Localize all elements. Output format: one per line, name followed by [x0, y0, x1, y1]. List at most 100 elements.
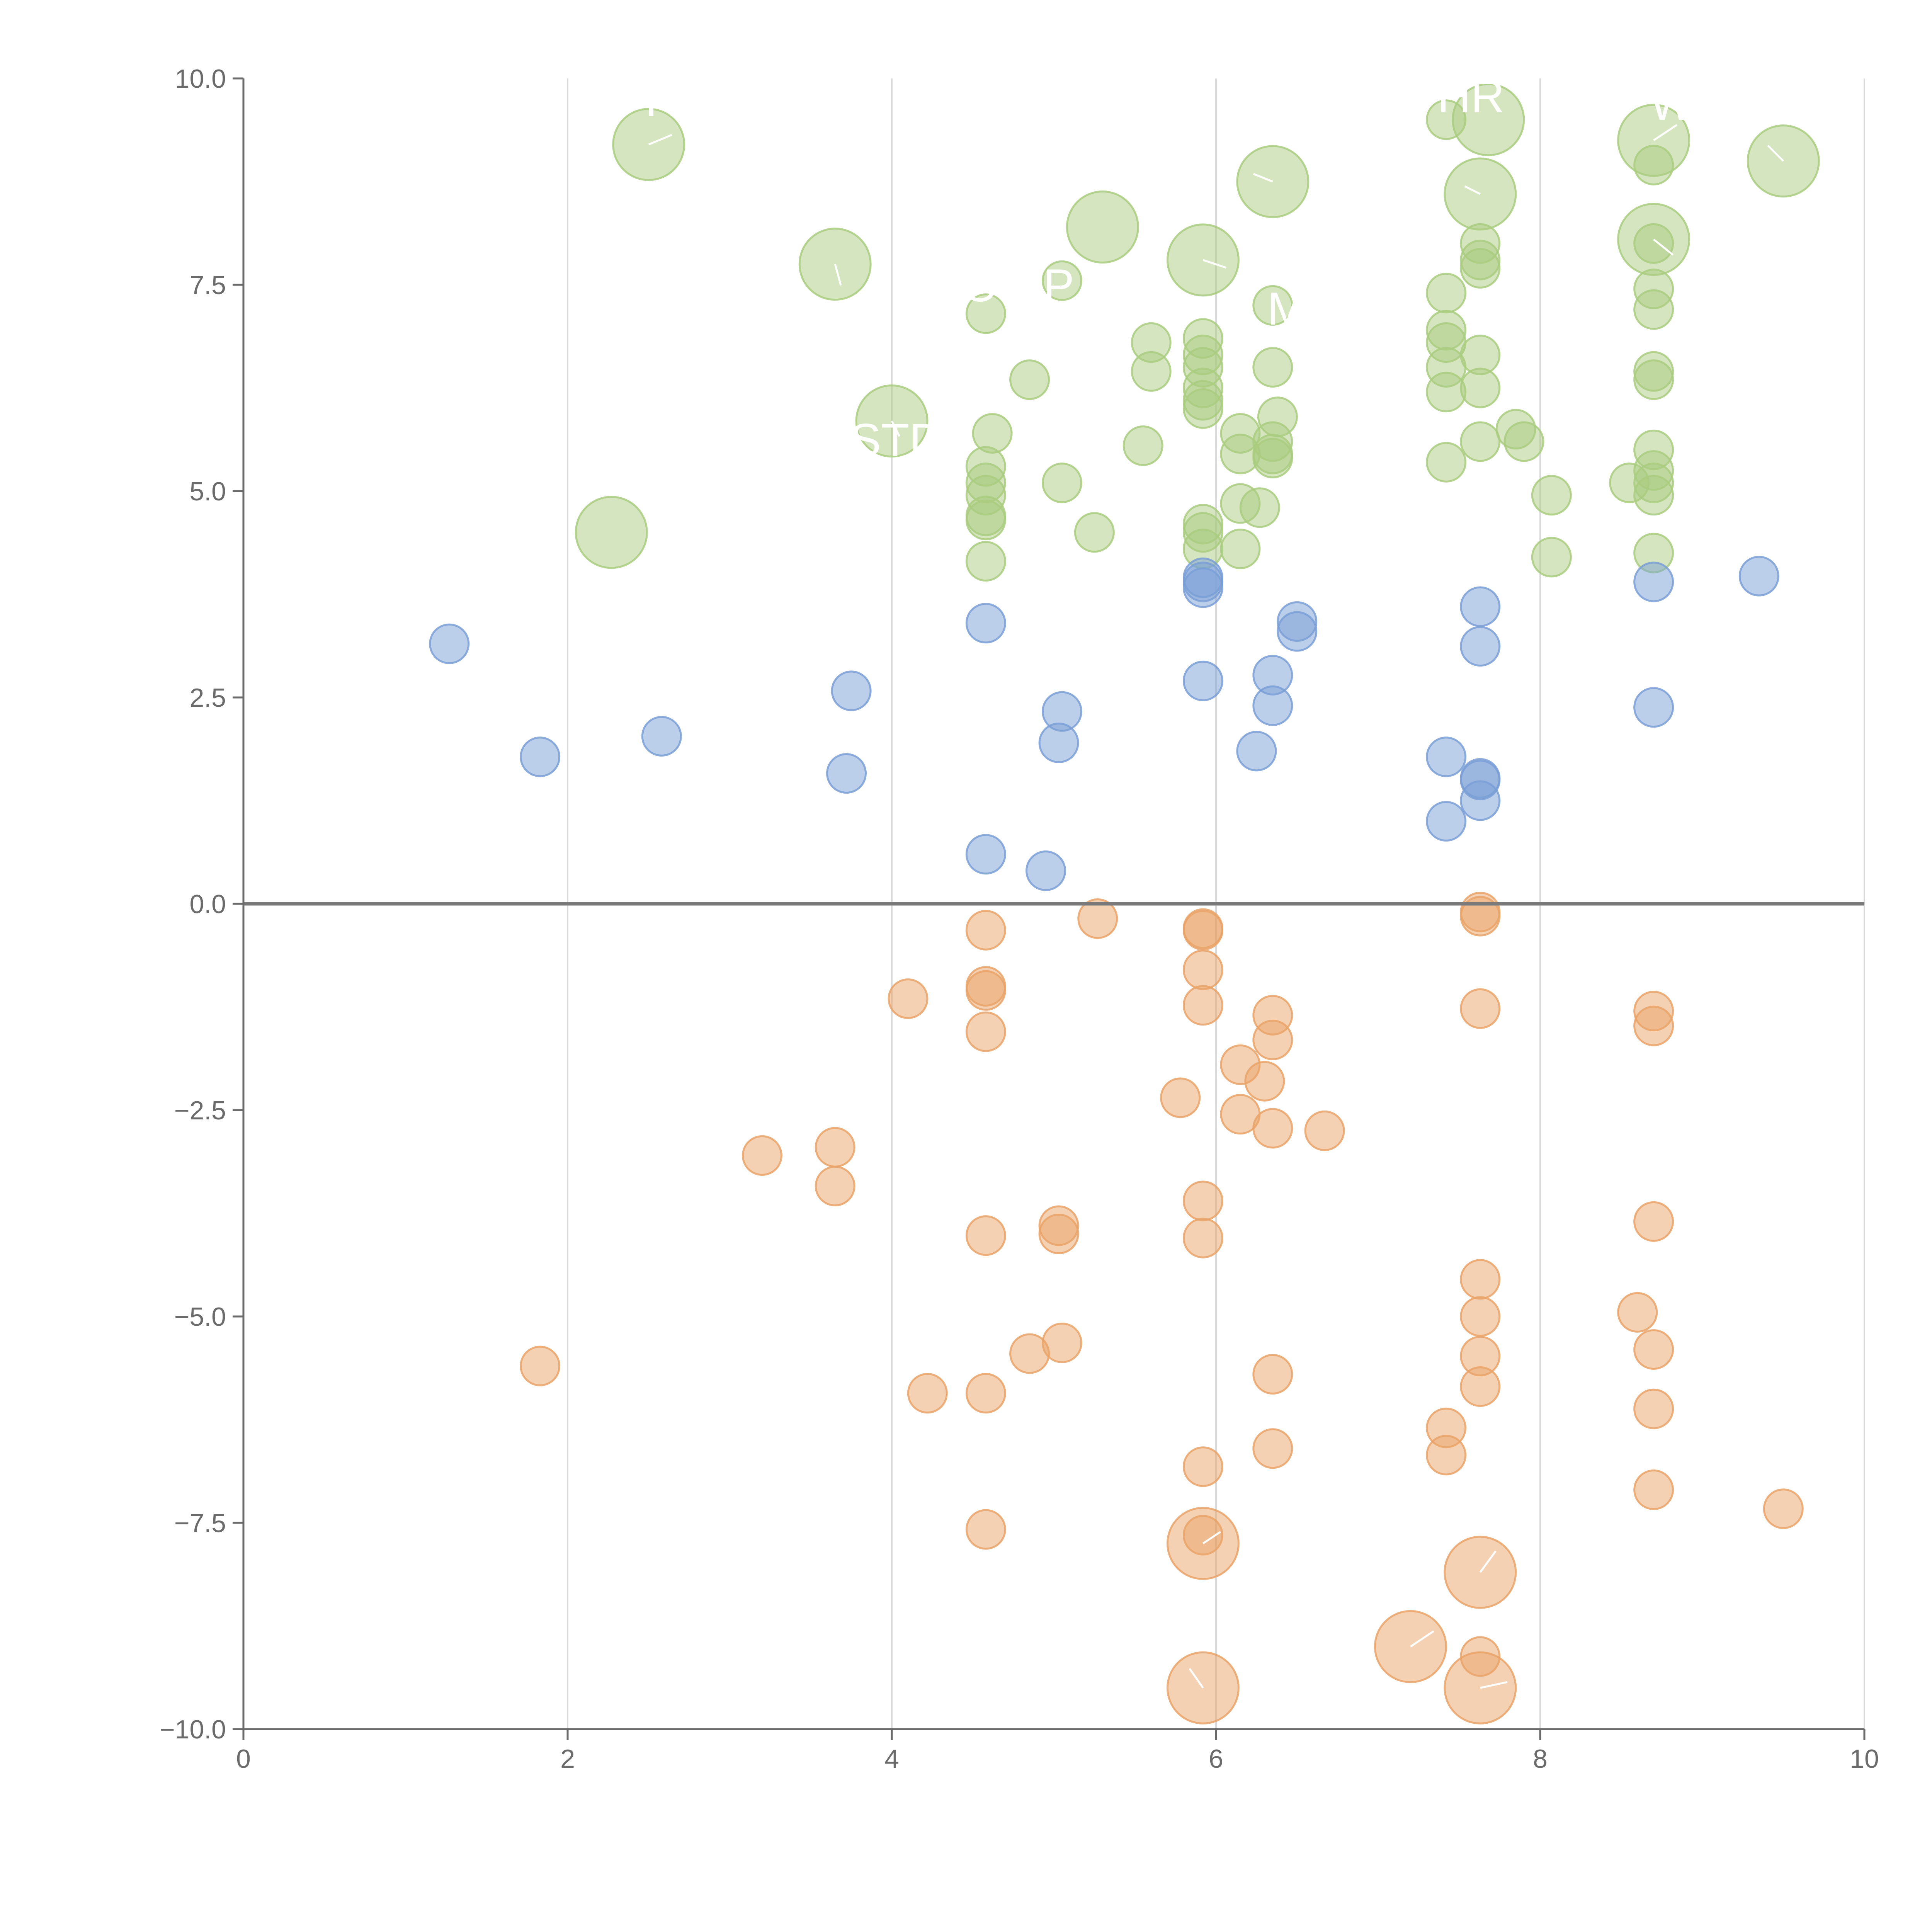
orange-point: [1182, 1180, 1223, 1221]
y-tick-label: −7.5: [174, 1509, 226, 1538]
orange-point: [1252, 1428, 1293, 1469]
green-point: [1460, 367, 1501, 408]
orange-point: [1460, 896, 1501, 937]
orange-point: [888, 978, 929, 1019]
annotation-leader: [1767, 145, 1784, 162]
green-point: [1009, 359, 1050, 400]
annotation-leader: [1464, 185, 1481, 195]
annotations: H HR W O P M STD: [645, 70, 1784, 1689]
green-point: [1426, 442, 1467, 483]
annotation-label-hr: HR: [1437, 70, 1504, 122]
green-point: [1074, 512, 1115, 553]
green-point: [1041, 463, 1082, 503]
blue-point: [1236, 731, 1277, 772]
orange-point: [1244, 1061, 1285, 1102]
orange-point: [1041, 1322, 1082, 1363]
y-tick-label: 7.5: [189, 270, 226, 300]
blue-point: [1633, 561, 1674, 602]
green-point: [965, 541, 1006, 582]
y-tick-label: 10.0: [175, 64, 226, 94]
green-point: [1633, 289, 1674, 330]
blue-point: [831, 670, 872, 711]
blue-point: [965, 603, 1006, 644]
orange-point: [815, 1166, 855, 1207]
x-tick-label: 4: [884, 1744, 899, 1774]
annotation-leader: [1653, 238, 1674, 256]
orange-point: [1304, 1110, 1345, 1151]
blue-point: [1038, 722, 1079, 763]
x-axis-ticks: 0 2 4 6 8 10: [236, 1729, 1879, 1774]
y-tick-label: 0.0: [189, 889, 226, 919]
orange-point: [1426, 1435, 1467, 1476]
orange-point: [1182, 949, 1223, 990]
orange-point: [1460, 1296, 1501, 1337]
green-point: [1444, 157, 1517, 231]
green-point: [1633, 223, 1674, 264]
y-axis-ticks: 10.0 7.5 5.0 2.5 0.0 −2.5 −5.0 −7.5 −10.0: [160, 64, 243, 1744]
green-point: [1252, 347, 1293, 388]
orange-point: [1444, 1536, 1517, 1609]
orange-point: [742, 1135, 782, 1176]
orange-point: [965, 1215, 1006, 1256]
green-point: [1239, 487, 1280, 528]
green-point: [1252, 438, 1293, 479]
orange-point: [1252, 1354, 1293, 1395]
orange-point: [1182, 910, 1223, 951]
y-tick-label: 2.5: [189, 683, 226, 713]
y-tick-label: −2.5: [174, 1096, 226, 1125]
green-point: [1426, 372, 1467, 413]
blue-point: [1182, 660, 1223, 701]
green-point: [575, 496, 648, 569]
green-point: [1531, 537, 1572, 578]
orange-point: [1182, 985, 1223, 1026]
green-point: [1426, 99, 1467, 140]
annotation-label-std: STD: [850, 414, 943, 466]
annotation-leader: [1479, 1550, 1497, 1573]
green-point: [1633, 145, 1674, 185]
x-tick-label: 2: [560, 1744, 575, 1774]
green-point: [965, 500, 1006, 541]
annotation-leader: [1480, 1681, 1508, 1689]
annotation-leader: [1253, 173, 1273, 183]
blue-point: [1277, 611, 1318, 652]
green-point: [1531, 475, 1572, 516]
blue-point: [1460, 626, 1501, 667]
green-point: [1460, 421, 1501, 462]
orange-point: [965, 910, 1006, 951]
x-tick-label: 0: [236, 1744, 251, 1774]
green-point: [1131, 351, 1172, 392]
blue-point: [1460, 586, 1501, 627]
orange-point: [907, 1373, 948, 1414]
orange-point: [1160, 1077, 1201, 1118]
orange-point: [1460, 1366, 1501, 1407]
green-point: [972, 413, 1013, 454]
orange-point: [965, 970, 1006, 1011]
orange-point: [1633, 1388, 1674, 1429]
orange-point: [815, 1127, 855, 1168]
annotation-label-o: O: [962, 260, 998, 311]
orange-point: [965, 1509, 1006, 1550]
blue-point: [1426, 801, 1467, 842]
blue-point: [826, 753, 867, 794]
x-tick-label: 8: [1533, 1744, 1548, 1774]
blue-point: [641, 716, 682, 757]
green-point: [965, 293, 1006, 334]
annotation-leader: [1653, 124, 1678, 141]
orange-point: [1252, 1019, 1293, 1060]
orange-point: [1633, 1005, 1674, 1046]
y-tick-label: −10.0: [160, 1715, 226, 1744]
blue-point: [1460, 780, 1501, 821]
green-point: [1252, 285, 1293, 326]
orange-point: [965, 1011, 1006, 1052]
orange-point: [1182, 1446, 1223, 1487]
orange-point: [1633, 1329, 1674, 1370]
annotation-leader: [648, 134, 672, 146]
orange-point: [1460, 988, 1501, 1029]
annotation-leader: [834, 264, 842, 286]
blue-point: [965, 834, 1006, 875]
green-point: [1460, 248, 1501, 289]
green-point: [1220, 529, 1261, 570]
green-point: [1041, 260, 1082, 301]
orange-point: [1763, 1488, 1804, 1529]
